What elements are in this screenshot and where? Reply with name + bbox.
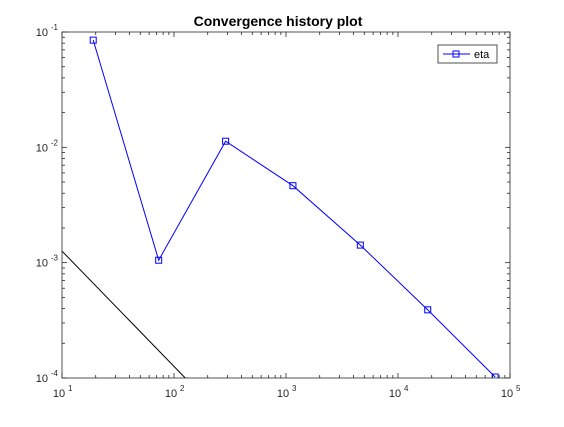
x-tick-exponent: 5 (516, 384, 521, 393)
legend-label-eta: eta (474, 49, 490, 61)
data-point-marker (222, 137, 230, 145)
x-tick-label: 10 (53, 388, 65, 400)
y-tick-exponent: -3 (51, 254, 59, 263)
y-tick-exponent: -2 (51, 138, 59, 147)
x-tick-label: 10 (389, 388, 401, 400)
y-tick-exponent: -1 (51, 23, 59, 32)
y-tick-label: 10 (36, 27, 48, 39)
legend-marker (452, 50, 460, 58)
legend: eta (437, 44, 498, 64)
data-point-marker (356, 241, 364, 249)
series-line-eta (92, 39, 496, 378)
data-point-marker (155, 256, 163, 264)
x-tick-label: 10 (501, 388, 513, 400)
y-tick-exponent: -4 (51, 369, 59, 378)
data-point-marker (491, 373, 499, 378)
x-tick-exponent: 1 (68, 384, 73, 393)
x-tick-exponent: 2 (180, 384, 185, 393)
tick-labels: 10 1 10 2 10 3 10 4 10 5-110-210-310-410 (36, 23, 521, 400)
y-tick-label: 10 (36, 258, 48, 270)
reference-slope-line (62, 250, 186, 378)
data-point-marker (289, 182, 297, 190)
y-tick-label: 10 (36, 142, 48, 154)
chart-title: Convergence history plot (194, 13, 363, 29)
data-point-marker (89, 36, 97, 44)
plot-area (62, 32, 510, 378)
x-tick-label: 10 (277, 388, 289, 400)
x-tick-exponent: 3 (292, 384, 297, 393)
axes (61, 31, 511, 379)
x-tick-label: 10 (165, 388, 177, 400)
data-point-marker (424, 306, 432, 314)
series-layer (62, 36, 499, 378)
x-tick-exponent: 4 (404, 384, 409, 393)
y-tick-label: 10 (36, 373, 48, 385)
